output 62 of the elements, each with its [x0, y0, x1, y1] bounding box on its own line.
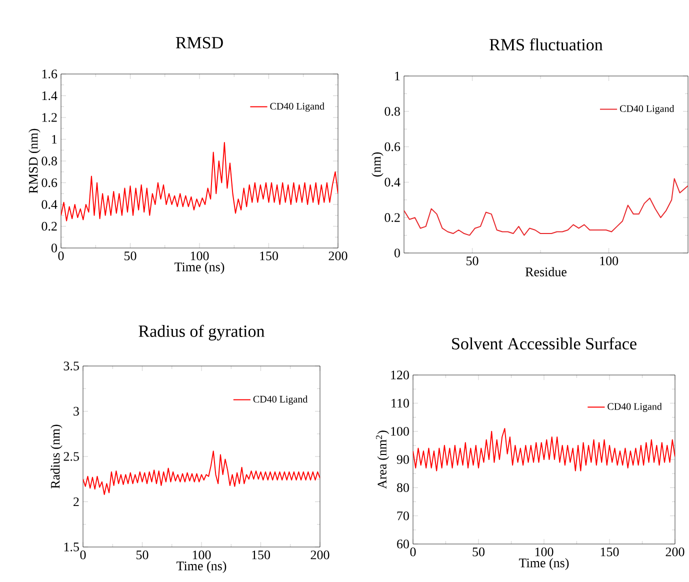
- y-tick-label: 90: [396, 455, 409, 464]
- y-tick-label: 100: [391, 426, 409, 436]
- y-tick-label: 0.2: [384, 213, 400, 222]
- chart-title: RMS fluctuation: [490, 38, 603, 50]
- y-tick-label: 1.6: [42, 70, 58, 78]
- y-axis-title: RMSD (nm): [28, 128, 40, 194]
- x-tick-label: 200: [666, 548, 684, 556]
- y-tick-label: 0.8: [42, 156, 57, 166]
- y-axis-title: Radius (nm): [50, 424, 62, 488]
- x-tick-label: 0: [410, 548, 416, 556]
- x-tick-label: 100: [192, 550, 211, 560]
- x-axis-title: Time (ns): [519, 558, 569, 570]
- x-tick-label: 0: [80, 550, 86, 560]
- chart-title: Radius of gyration: [138, 324, 265, 340]
- y-tick-label: 120: [391, 370, 409, 380]
- chart-title: Solvent Accessible Surface: [452, 337, 636, 350]
- y-tick-label: 0.6: [384, 142, 400, 152]
- y-tick-label: 0.6: [42, 178, 58, 188]
- y-tick-label: 60: [397, 540, 409, 548]
- y-axis-title: (nm): [372, 152, 384, 177]
- legend-label: CD40 Ligand: [620, 104, 674, 114]
- y-tick-label: 1: [52, 134, 57, 144]
- x-tick-label: 150: [260, 252, 278, 260]
- x-tick-label: 150: [600, 548, 619, 556]
- x-tick-label: 100: [190, 252, 209, 260]
- y-tick-label: 1.2: [42, 113, 57, 122]
- x-axis-title: Time (ns): [176, 561, 226, 573]
- x-tick-label: 100: [600, 256, 618, 266]
- x-tick-label: 50: [124, 252, 136, 260]
- y-axis-title: Area (nm$^{2}$): [376, 430, 390, 489]
- legend-label: CD40 Ligand: [608, 402, 662, 412]
- y-tick-label: 3: [74, 406, 79, 416]
- y-tick-label: 0.8: [384, 106, 400, 116]
- x-tick-label: 50: [472, 548, 485, 556]
- y-tick-label: 0.4: [42, 200, 58, 209]
- x-tick-label: 50: [136, 550, 148, 560]
- y-tick-label: 80: [396, 483, 409, 492]
- y-tick-label: 0.4: [384, 178, 400, 187]
- legend-label: CD40 Ligand: [253, 396, 308, 405]
- x-tick-label: 0: [58, 252, 64, 260]
- y-tick-label: 70: [397, 511, 409, 520]
- y-tick-label: 110: [392, 398, 409, 408]
- y-tick-label: 3.5: [64, 362, 79, 370]
- line-series: [61, 142, 338, 222]
- y-tick-label: 1.5: [64, 542, 79, 552]
- line-series: [413, 428, 675, 472]
- line-series: [83, 450, 320, 496]
- y-tick-label: 2: [74, 497, 79, 506]
- x-axis-title: Residue: [525, 267, 566, 276]
- y-tick-label: 2.5: [64, 452, 79, 461]
- x-tick-label: 150: [252, 550, 270, 560]
- y-tick-label: 1: [395, 72, 400, 80]
- y-tick-label: 0.2: [42, 222, 57, 231]
- x-axis-title: Time (ns): [174, 262, 224, 274]
- x-tick-label: 200: [310, 550, 330, 560]
- chart-title: RMSD: [176, 37, 223, 48]
- x-tick-label: 100: [535, 548, 554, 556]
- x-tick-label: 200: [328, 252, 348, 260]
- y-tick-label: 0: [51, 244, 57, 252]
- x-tick-label: 50: [466, 256, 478, 266]
- legend-label: CD40 Ligand: [270, 102, 324, 112]
- y-tick-label: 1.4: [42, 91, 58, 100]
